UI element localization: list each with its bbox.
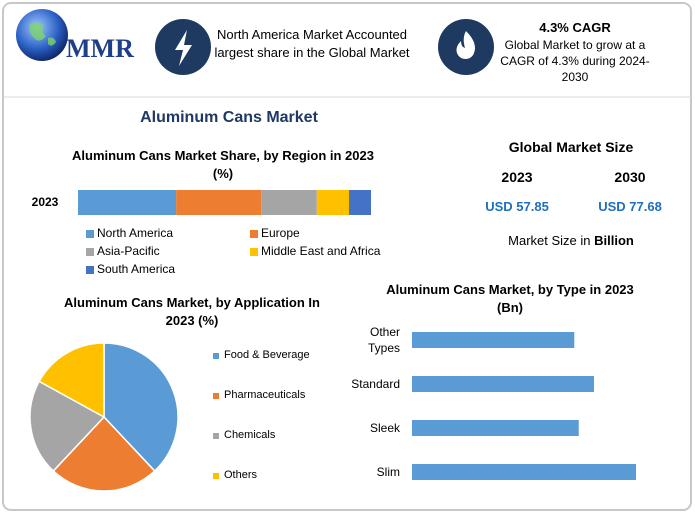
- legend-label: Asia-Pacific: [97, 244, 160, 258]
- size-year: 2030: [614, 169, 646, 185]
- lightning-icon: [175, 30, 192, 66]
- legend-label: Pharmaceuticals: [224, 389, 306, 401]
- legend-swatch: [86, 230, 94, 238]
- main-title: Aluminum Cans Market: [140, 109, 318, 126]
- pie-slice: [38, 342, 105, 419]
- legend-label: Middle East and Africa: [261, 244, 381, 258]
- bar-segment: [78, 190, 177, 215]
- size-title: Global Market Size: [508, 139, 634, 155]
- legend-label: Food & Beverage: [224, 349, 310, 361]
- size-unit-note: Market Size in Billion: [461, 232, 681, 250]
- logo-land: [29, 22, 56, 46]
- cagr-note: Global Market to grow at a CAGR of 4.3% …: [500, 38, 650, 85]
- bar-segment: [349, 190, 371, 215]
- pie-slice: [29, 380, 106, 473]
- legend-swatch: [250, 248, 258, 256]
- bar: [412, 464, 636, 480]
- y-tick-label: Sleek: [369, 421, 400, 435]
- legend-label: Europe: [261, 226, 300, 240]
- unit-prefix: Market Size in: [508, 233, 591, 248]
- legend-label: South America: [97, 262, 176, 276]
- legend-label: Chemicals: [224, 429, 276, 441]
- flame-icon: [456, 31, 475, 60]
- pie-slice: [52, 415, 156, 492]
- pie-slice: [103, 342, 179, 473]
- chart-title: Aluminum Cans Market, by Application In …: [64, 295, 320, 328]
- region-note: North America Market Accounted largest s…: [214, 27, 410, 60]
- bar-segment: [261, 190, 317, 215]
- bar: [412, 376, 594, 392]
- legend-swatch: [250, 230, 258, 238]
- legend-swatch: [86, 248, 94, 256]
- logo-text: MMR: [66, 34, 134, 63]
- bar-segment: [176, 190, 262, 215]
- chart-title: Aluminum Cans Market, by Type in 2023 (B…: [386, 282, 634, 315]
- bar: [412, 332, 575, 348]
- legend-swatch: [213, 433, 219, 439]
- legend-swatch: [213, 393, 219, 399]
- y-tick-label: Slim: [376, 465, 400, 479]
- legend-label: North America: [97, 226, 174, 240]
- y-tick-label: Other Types: [367, 325, 400, 356]
- cagr-title: 4.3% CAGR: [539, 20, 611, 35]
- y-tick-label: Standard: [351, 377, 400, 391]
- bar: [412, 420, 579, 436]
- chart-title: Aluminum Cans Market Share, by Region in…: [72, 148, 374, 181]
- bar-segment: [316, 190, 350, 215]
- legend-swatch: [213, 473, 219, 479]
- unit: Billion: [594, 233, 634, 248]
- legend-swatch: [213, 353, 219, 359]
- y-tick-label: 2023: [31, 195, 59, 209]
- size-value: USD 57.85: [485, 199, 549, 214]
- legend-label: Others: [224, 469, 258, 481]
- size-value: USD 77.68: [598, 199, 662, 214]
- size-year: 2023: [501, 169, 533, 185]
- legend-swatch: [86, 266, 94, 274]
